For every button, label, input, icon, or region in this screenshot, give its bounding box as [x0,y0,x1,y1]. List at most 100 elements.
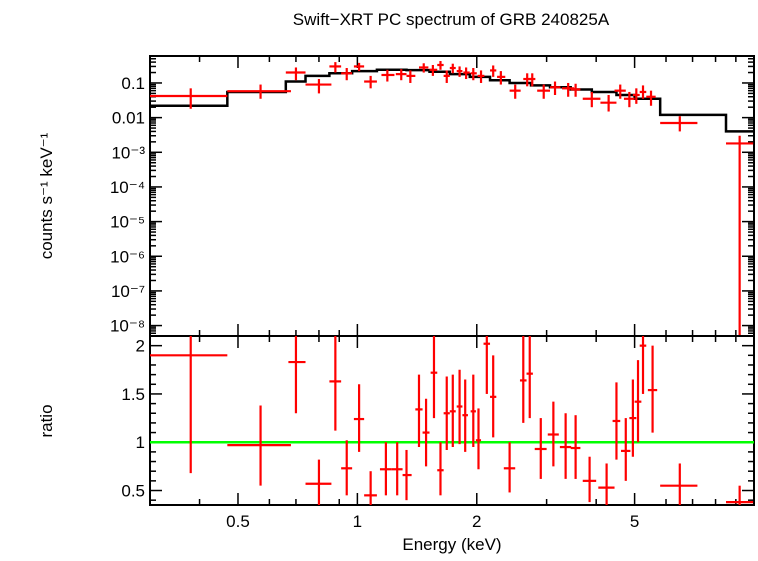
spectrum-point [726,135,754,336]
ratio-point [598,463,615,505]
spectrum-point [341,68,353,81]
spectrum-point [418,63,429,73]
spectrum-point [561,82,575,97]
ratio-point [612,382,621,460]
spectrum-point [614,84,626,99]
spectrum-point [470,68,477,81]
x-tick-labels: 0.5 1 2 5 [226,512,639,531]
spectrum-point [632,88,640,104]
top-panel: 0.1 0.01 10⁻³ 10⁻⁴ 10⁻⁵ 10⁻⁶ 10⁻⁷ 10⁻⁸ counts s… [37,55,755,337]
spectrum-point [623,91,635,108]
top-y-tick-label: 10⁻⁴ [110,178,145,197]
ratio-point [660,463,698,505]
ratio-point [570,415,581,479]
bottom-panel-frame [149,335,755,506]
bottom-y-tick-label: 1.5 [121,385,145,404]
top-y-tick-label: 0.01 [112,109,145,128]
bottom-y-axis-label: ratio [37,404,56,437]
bottom-panel: 0.5 1 1.5 2 ratio [37,335,755,506]
ratio-point [341,440,353,496]
ratio-point [150,336,228,474]
ratio-point [629,379,637,457]
ratio-point [620,418,631,481]
spectrum-point [570,83,581,97]
ratio-point [547,401,559,467]
spectrum-point [529,73,536,87]
x-tick-label: 2 [472,512,481,531]
x-tick-label: 5 [630,512,639,531]
spectrum-point [639,85,647,99]
top-y-tick-label: 10⁻⁸ [110,317,145,336]
spectrum-point [646,90,656,106]
spectrum-point [381,69,395,82]
ratio-point [470,374,476,448]
spectrum-point [490,65,497,77]
ratio-point [437,442,444,496]
spectrum-point [364,75,377,89]
ratio-point [402,449,412,501]
spectrum-point [329,62,342,73]
spectrum-point [285,67,306,81]
spectrum-point [600,94,617,112]
ratio-point [639,336,647,394]
bottom-y-tick-label: 1 [136,433,145,452]
spectrum-point [305,79,332,94]
ratio-point [647,345,658,433]
x-tick-label: 0.5 [226,512,250,531]
spectrum-point [429,64,438,76]
spectrum-point [443,70,450,83]
spectrum-point [437,61,444,70]
ratio-point [391,442,403,496]
ratio-point [443,376,450,450]
bottom-y-tick-label: 2 [136,337,145,356]
ratio-point [329,336,342,431]
ratio-point [534,418,547,479]
spectrum-point [456,66,463,77]
ratio-point [456,369,463,445]
spectrum-point [537,84,551,99]
ratio-point [430,336,438,419]
spectrum-point [463,67,470,80]
top-y-tick-label: 10⁻³ [111,143,145,162]
top-y-tick-label: 10⁻⁷ [111,282,145,301]
top-axis-ticks: 0.1 0.01 10⁻³ 10⁻⁴ 10⁻⁵ 10⁻⁶ 10⁻⁷ 10⁻⁸ [110,56,755,337]
ratio-point [726,485,754,505]
ratio-data-points [150,336,754,505]
top-y-tick-label: 0.1 [121,74,145,93]
ratio-point [475,408,482,470]
spectrum-point [449,63,456,74]
ratio-point [227,405,291,486]
ratio-point [503,442,516,493]
ratio-point [559,413,572,479]
spectrum-point [582,91,601,108]
ratio-point [483,336,491,394]
spectrum-point [353,62,365,72]
bottom-y-tick-label: 0.5 [121,482,145,501]
ratio-point [353,384,365,452]
ratio-point [422,398,430,467]
bottom-axis-ticks: 0.5 1 1.5 2 [121,336,755,505]
top-y-tick-label: 10⁻⁵ [110,213,145,232]
ratio-point [415,374,423,448]
spectrum-point [497,71,506,85]
spectrum-point [477,70,485,83]
spectrum-point [395,69,407,81]
ratio-point [582,456,597,503]
spectrum-point [550,81,561,95]
spectrum-point [227,84,291,99]
chart-title: Swift−XRT PC spectrum of GRB 240825A [293,10,610,29]
spectrum-point [406,70,416,83]
x-axis-label: Energy (keV) [402,535,501,554]
top-data-points [150,61,754,336]
ratio-point [519,336,527,423]
top-y-tick-label: 10⁻⁶ [110,247,145,266]
ratio-point [490,355,497,438]
ratio-point [462,379,468,452]
ratio-point [634,360,642,443]
top-y-axis-label: counts s⁻¹ keV⁻¹ [37,132,56,259]
ratio-point [288,336,306,414]
top-panel-frame [149,55,755,337]
spectrum-point [660,116,698,132]
ratio-point [364,471,377,505]
